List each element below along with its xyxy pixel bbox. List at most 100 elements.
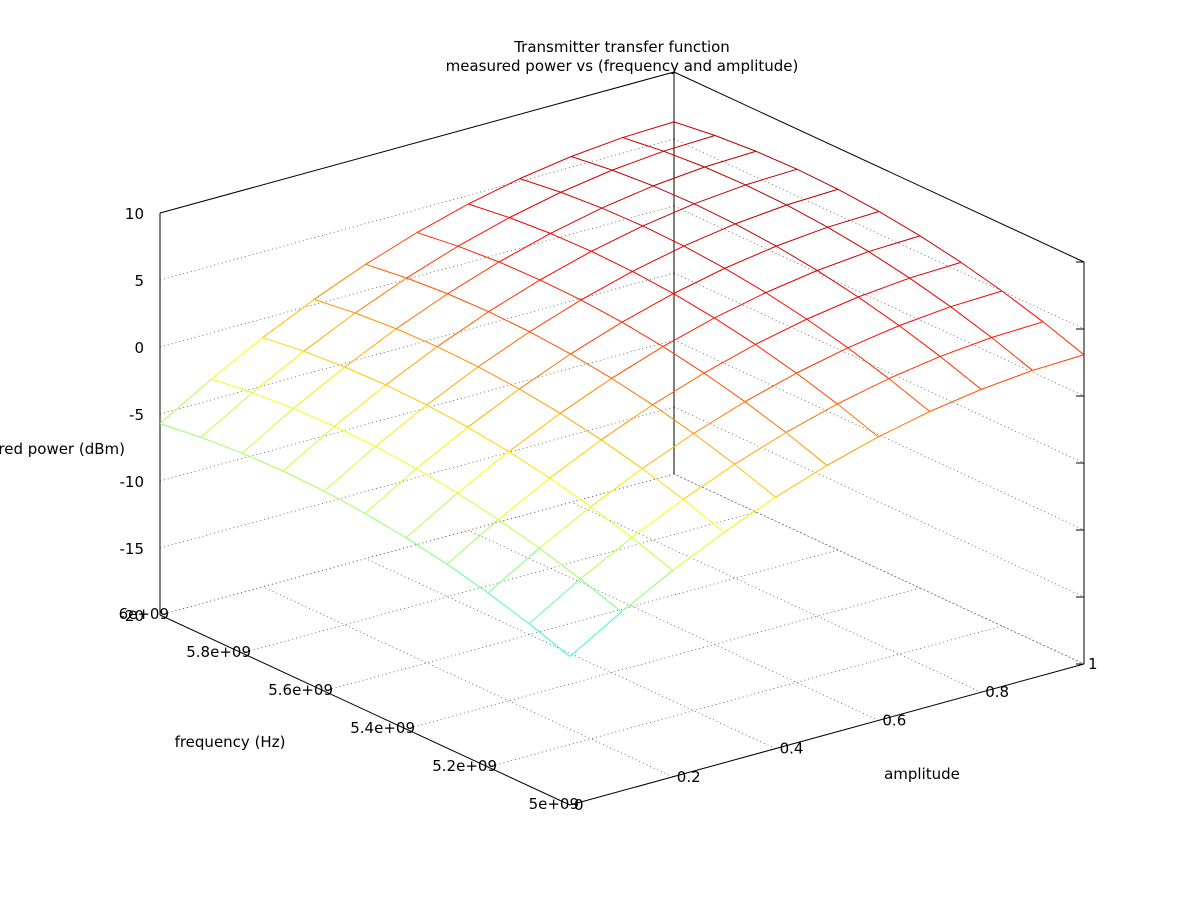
surface-mesh-segment xyxy=(745,168,798,186)
axes-frame xyxy=(159,71,1085,806)
z-grid-line-back xyxy=(159,272,675,415)
z-grid-line-right xyxy=(673,138,1085,330)
z-grid-line-back xyxy=(159,205,675,348)
surface-mesh-segment xyxy=(600,439,643,469)
surface-mesh-segment xyxy=(704,150,757,168)
surface-mesh-segment xyxy=(642,203,695,227)
floor-grid-line-amplitude xyxy=(571,501,982,693)
surface-mesh-segment xyxy=(385,384,428,406)
surface-mesh-segment xyxy=(909,261,962,279)
frequency-tick-label: 5.4e+09 xyxy=(350,719,415,737)
amplitude-tick-label: 0 xyxy=(574,796,584,814)
surface-mesh-segment xyxy=(467,388,520,428)
surface-mesh-segment xyxy=(457,492,499,520)
surface-mesh-segment xyxy=(293,407,335,427)
surface-mesh-segment xyxy=(806,318,849,349)
surface-mesh-segment xyxy=(1001,290,1044,323)
surface-mesh-segment xyxy=(159,378,212,425)
surface-mesh-segment xyxy=(446,563,489,594)
amplitude-axis-line xyxy=(569,663,1085,806)
surface-mesh-segment xyxy=(364,512,407,539)
surface-mesh-segment xyxy=(622,137,664,152)
surface-mesh-segment xyxy=(426,366,479,406)
surface-mesh-segment xyxy=(631,537,674,571)
surface-mesh-segment xyxy=(262,298,315,338)
surface-mesh-segment xyxy=(498,232,551,263)
surface-mesh-segment xyxy=(590,506,633,538)
surface-mesh-segment xyxy=(549,439,602,479)
frequency-tick-label: 5e+09 xyxy=(529,795,579,813)
surface-mesh-segment xyxy=(477,366,520,390)
surface-mesh-segment xyxy=(899,306,951,327)
surface-mesh-segment xyxy=(662,346,705,374)
amplitude-tick-label: 0.2 xyxy=(677,768,701,786)
surface-mesh-segment xyxy=(447,261,500,295)
surface-mesh-segment xyxy=(487,592,530,624)
surface-mesh-segment xyxy=(672,531,725,571)
surface-mesh-segment xyxy=(765,292,808,320)
surface-mesh-segment xyxy=(252,392,294,409)
floor-grid-line-frequency xyxy=(323,549,839,692)
surface-mesh-segment xyxy=(693,401,746,434)
surface-mesh-segment xyxy=(303,350,345,368)
z-grid-line-right xyxy=(673,205,1085,397)
surface-mesh-segment xyxy=(682,498,725,533)
surface-mesh-segment xyxy=(375,404,428,447)
frequency-tick-label: 5.2e+09 xyxy=(432,757,497,775)
surface-mesh-segment xyxy=(621,570,674,613)
surface-mesh-segment xyxy=(262,337,304,352)
surface-mesh-segment xyxy=(734,223,777,247)
surface-mesh-segment xyxy=(560,169,613,193)
surface-mesh-segment xyxy=(847,325,900,349)
z-axis-label: measured power (dBm) xyxy=(0,440,125,458)
back-top-edge xyxy=(159,71,675,214)
surface-mesh-segment xyxy=(642,225,685,247)
surface-mesh-segment xyxy=(395,328,438,348)
chart-title: Transmitter transfer function xyxy=(513,38,730,56)
surface-mesh-segment xyxy=(878,211,921,237)
surface-mesh-segment xyxy=(837,188,880,212)
surface-mesh-segment xyxy=(211,378,253,394)
surface-mesh-segment xyxy=(837,378,890,405)
surface-mesh-segment xyxy=(569,611,622,657)
surface-mesh-segment xyxy=(734,463,776,498)
surface-mesh-segment xyxy=(940,337,992,357)
surface-mesh-segment xyxy=(950,306,992,338)
surface-mesh-segment xyxy=(806,296,859,320)
surface-mesh-segment xyxy=(518,353,571,390)
surface-mesh-segment xyxy=(1032,354,1085,371)
surface-mesh-segment xyxy=(816,270,859,298)
surface-mesh-segment xyxy=(488,311,530,333)
surface-mesh-segment xyxy=(323,446,376,492)
surface-mesh-segment xyxy=(559,412,602,441)
surface-mesh-segment xyxy=(571,156,613,171)
surface-mesh-segment xyxy=(518,388,561,414)
z-grid-line-right xyxy=(673,339,1085,531)
surface-mesh-segment xyxy=(611,346,664,379)
surface-mesh-segment xyxy=(786,204,828,228)
surface-mesh-segment xyxy=(796,347,849,374)
surface-mesh-segment xyxy=(898,325,941,357)
surface-mesh-segment xyxy=(519,156,572,180)
surface-mesh-segment xyxy=(703,344,756,374)
surface-mesh-segment xyxy=(704,166,746,186)
surface-mesh-segment xyxy=(950,290,1003,308)
surface-mesh-segment xyxy=(817,251,869,271)
surface-mesh-segment xyxy=(355,312,397,330)
surface-mesh-segment xyxy=(436,346,479,368)
z-tick-label: -10 xyxy=(120,473,145,491)
tick-labels: -20 -15 -10 -5 0 5 10 0 0.2 0.4 0.6 0.8 1 5e+09 5.2e+0… xyxy=(119,205,1098,814)
z-tick-label: 5 xyxy=(134,272,144,290)
surface-mesh-segment xyxy=(673,293,715,319)
surface-mesh-segment xyxy=(559,377,612,414)
surface-mesh-segment xyxy=(735,204,787,225)
floor-grid-line-amplitude xyxy=(673,473,1085,665)
surface-mesh-segment xyxy=(365,263,407,279)
surface-mesh-segment xyxy=(539,506,592,549)
surface-mesh-segment xyxy=(457,217,510,247)
surface-mesh-segment xyxy=(663,150,705,168)
surface-mesh-segment xyxy=(939,356,982,390)
surface-mesh-segment xyxy=(929,388,982,412)
surface-mesh-segment xyxy=(528,578,581,624)
surface-mesh-segment xyxy=(755,318,808,345)
